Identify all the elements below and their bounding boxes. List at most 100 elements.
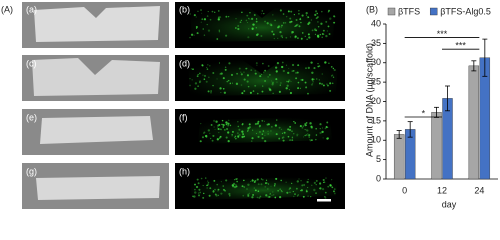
- speckle: [269, 193, 271, 195]
- speckle: [231, 184, 234, 187]
- speckle: [305, 67, 307, 70]
- speckle: [271, 30, 274, 33]
- speckle: [219, 135, 222, 138]
- speckle: [286, 191, 289, 194]
- speckle: [316, 34, 320, 38]
- speckle: [219, 87, 222, 90]
- speckle: [297, 194, 300, 196]
- y-tick-label: 35: [371, 38, 381, 48]
- speckle: [198, 194, 200, 197]
- speckle: [209, 18, 212, 21]
- panel-label: (A): [1, 4, 13, 14]
- speckle: [260, 183, 263, 186]
- speckle: [227, 122, 230, 125]
- speckle: [216, 138, 220, 141]
- speckle: [267, 130, 269, 133]
- speckle: [318, 65, 321, 67]
- speckle: [317, 21, 319, 23]
- speckle: [247, 130, 249, 132]
- speckle: [333, 188, 336, 191]
- speckle: [243, 71, 245, 73]
- speckle: [287, 128, 290, 131]
- speckle: [296, 71, 299, 74]
- speckle: [250, 17, 254, 21]
- speckle: [289, 125, 292, 128]
- speckle: [299, 87, 301, 89]
- speckle: [301, 126, 304, 129]
- speckle: [264, 80, 267, 82]
- speckle: [271, 83, 274, 86]
- speckle: [238, 133, 241, 137]
- speckle: [261, 119, 264, 122]
- speckle: [307, 178, 309, 181]
- speckle: [257, 120, 260, 123]
- speckle: [325, 126, 328, 128]
- speckle: [279, 196, 282, 199]
- speckle: [321, 33, 324, 35]
- speckle: [265, 182, 268, 185]
- speckle: [190, 68, 192, 70]
- speckle: [274, 183, 276, 185]
- speckle: [276, 61, 280, 65]
- speckle: [240, 71, 242, 73]
- speckle: [227, 131, 230, 134]
- speckle: [295, 187, 298, 190]
- speckle: [303, 136, 305, 138]
- speckle: [195, 25, 198, 29]
- speckle: [293, 133, 295, 135]
- speckle: [260, 178, 263, 180]
- speckle: [311, 29, 314, 32]
- speckle: [323, 181, 326, 183]
- speckle: [189, 84, 191, 87]
- speckle: [261, 178, 264, 181]
- speckle: [282, 139, 285, 142]
- speckle: [327, 11, 329, 13]
- speckle: [218, 16, 222, 19]
- y-tick-label: 40: [371, 18, 381, 28]
- speckle: [304, 129, 306, 131]
- speckle: [320, 82, 324, 86]
- speckle: [241, 185, 244, 188]
- speckle: [325, 177, 327, 179]
- speckle: [236, 180, 238, 183]
- speckle: [333, 190, 335, 193]
- speckle: [201, 136, 205, 139]
- significance-label: *: [422, 108, 426, 118]
- speckle: [262, 130, 265, 132]
- speckle: [260, 73, 263, 75]
- speckle: [291, 32, 293, 34]
- image-label: (e): [26, 112, 37, 122]
- speckle: [326, 30, 328, 32]
- speckle: [218, 62, 221, 64]
- speckle: [307, 195, 309, 197]
- speckle: [222, 77, 225, 80]
- speckle: [267, 75, 270, 78]
- speckle: [241, 130, 244, 133]
- speckle: [236, 132, 239, 135]
- speckle: [207, 180, 209, 182]
- speckle: [298, 10, 300, 12]
- speckle: [251, 179, 253, 181]
- speckle: [302, 125, 305, 127]
- speckle: [261, 90, 264, 93]
- speckle: [243, 186, 245, 188]
- speckle: [236, 72, 239, 75]
- speckle: [251, 196, 254, 199]
- speckle: [324, 61, 327, 64]
- speckle: [286, 84, 289, 87]
- speckle: [257, 135, 260, 138]
- speckle: [198, 188, 201, 191]
- speckle: [195, 16, 197, 18]
- speckle: [262, 85, 264, 87]
- speckle: [327, 84, 329, 87]
- speckle: [210, 90, 212, 92]
- speckle: [225, 179, 228, 182]
- speckle: [283, 131, 286, 134]
- speckle: [211, 10, 214, 13]
- speckle: [218, 132, 220, 134]
- speckle: [197, 10, 199, 12]
- speckle: [285, 87, 288, 90]
- speckle: [190, 33, 194, 36]
- speckle: [221, 123, 223, 126]
- speckle: [282, 22, 285, 24]
